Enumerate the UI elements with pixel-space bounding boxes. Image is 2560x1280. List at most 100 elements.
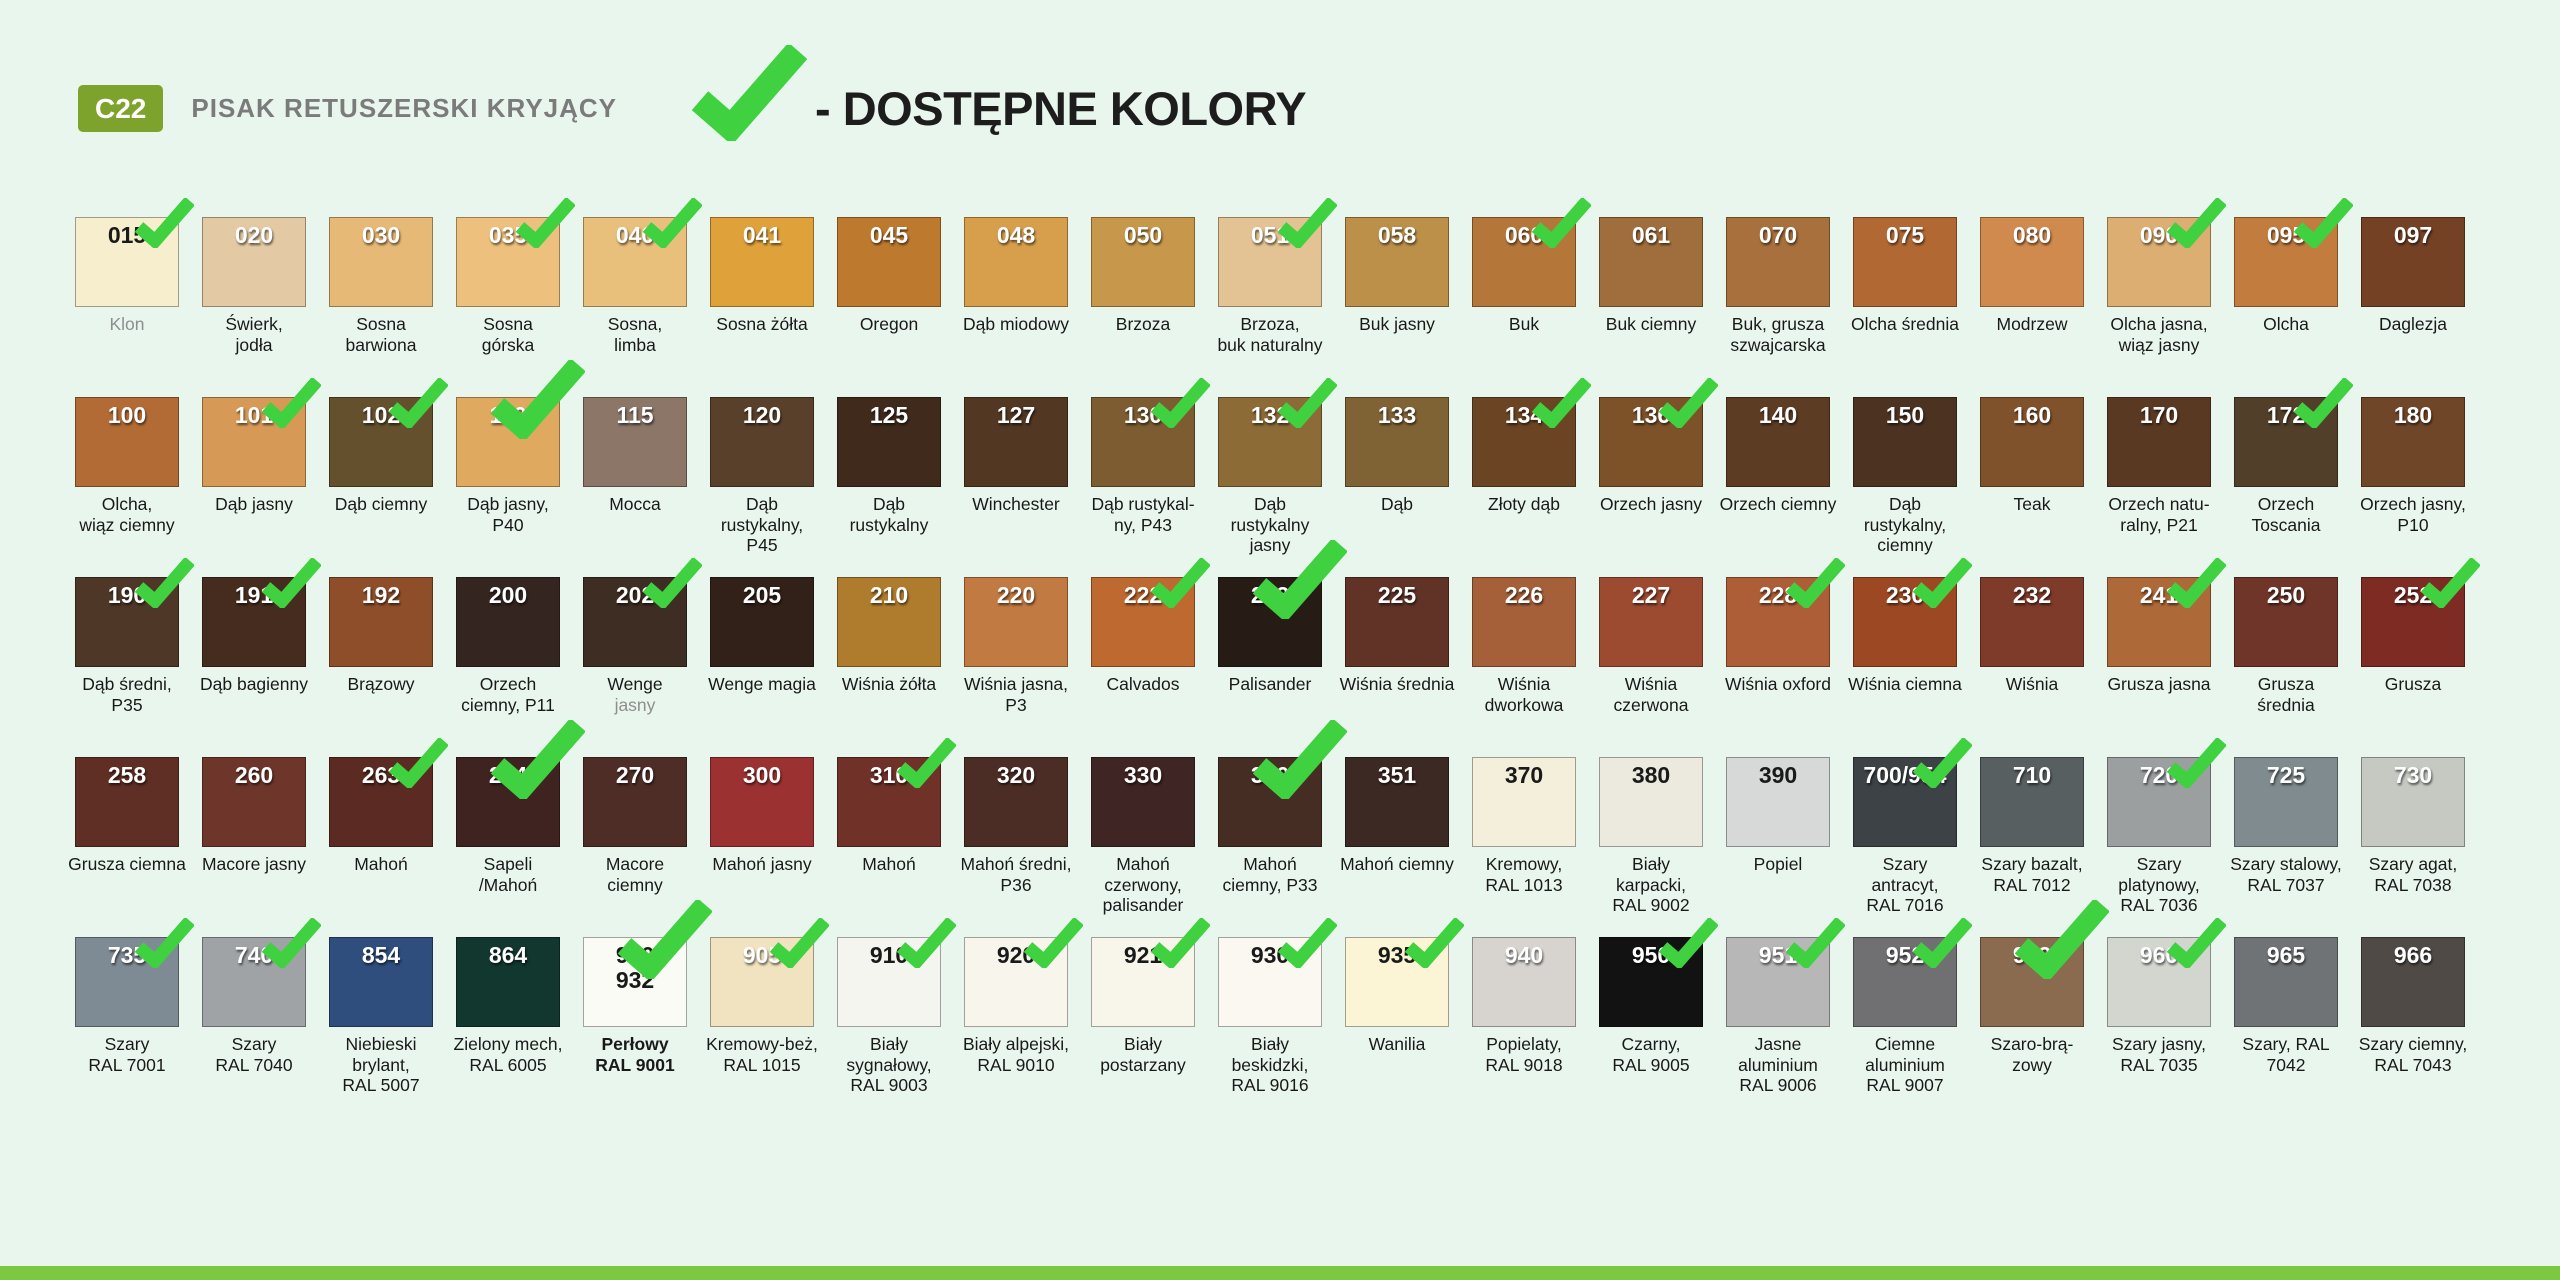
- swatch-label: Szary agat, RAL 7038: [2368, 854, 2458, 895]
- swatch-code: 020: [234, 222, 274, 248]
- swatch-cell-258: 258 Grusza ciemna: [68, 757, 186, 937]
- color-swatch: 070: [1726, 217, 1830, 307]
- color-swatch: 115: [583, 397, 687, 487]
- swatch-cell-930: 930 Biały beskidzki, RAL 9016: [1218, 918, 1337, 1117]
- swatch-cell-720: 720 Szary platynowy, RAL 7036: [2107, 738, 2226, 937]
- color-swatch: 241: [2107, 558, 2226, 667]
- swatch-label: Brzoza: [1115, 314, 1171, 334]
- swatch-cell-260: 260 Macore jasny: [202, 757, 306, 937]
- swatch-label: Buk, grusza szwajcarska: [1730, 314, 1826, 355]
- swatch-label: Orzech ciemny, P11: [461, 674, 555, 715]
- swatch-label: Orzech Toscania: [2251, 494, 2321, 535]
- swatch-code: 263: [361, 762, 401, 788]
- swatch-label: Złoty dąb: [1488, 494, 1560, 514]
- swatch-label: Wenge jasny: [607, 674, 663, 715]
- swatch-code: 735: [107, 942, 147, 968]
- swatch-label: Daglezja: [2378, 314, 2448, 334]
- swatch-cell-035: 035 Sosna górska: [456, 198, 575, 397]
- swatch-code: 230: [1885, 582, 1925, 608]
- swatch-code: 080: [2012, 222, 2052, 248]
- swatch-code: 132: [1250, 402, 1290, 428]
- swatch-label: Winchester: [972, 494, 1060, 514]
- color-swatch: 060: [1472, 198, 1591, 307]
- swatch-code: 700/954: [1863, 762, 1947, 788]
- product-code-badge: C22: [78, 84, 164, 132]
- swatch-code: 390: [1758, 762, 1798, 788]
- swatch-cell-202: 202 Wenge jasny: [583, 558, 702, 757]
- swatch-code: 960: [2139, 942, 2179, 968]
- color-swatch: 192: [329, 577, 433, 667]
- swatch-code: 264: [488, 762, 528, 788]
- swatch-label: Sosna żółta: [716, 314, 808, 334]
- swatch-code: 351: [1377, 762, 1417, 788]
- swatch-code: 134: [1504, 402, 1544, 428]
- swatch-cell-350: 350 Mahoń ciemny, P33: [1218, 720, 1347, 937]
- swatch-cell-050: 050 Brzoza: [1091, 217, 1195, 397]
- color-swatch: 735: [75, 918, 194, 1027]
- color-swatch: 132: [1218, 378, 1337, 487]
- color-swatch: 223: [1218, 540, 1347, 667]
- swatch-label: Mahoń ciemny: [1340, 854, 1454, 874]
- swatch-label: Sosna, limba: [607, 314, 663, 355]
- color-swatch: 966: [2361, 937, 2465, 1027]
- swatch-code: 232: [2012, 582, 2052, 608]
- color-swatch: 075: [1853, 217, 1957, 307]
- swatch-cell-030: 030 Sosna barwiona: [329, 217, 433, 397]
- swatch-code: 910: [869, 942, 909, 968]
- swatch-code: 041: [742, 222, 782, 248]
- swatch-code: 740: [234, 942, 274, 968]
- swatch-label: Wiśnia średnia: [1339, 674, 1455, 694]
- swatch-label: Modrzew: [1996, 314, 2068, 334]
- swatch-cell-900-932: 900 932 Perłowy RAL 9001: [583, 900, 712, 1117]
- swatch-code: 222: [1123, 582, 1163, 608]
- swatch-cell-100: 100 Olcha, wiąz ciemny: [75, 397, 179, 577]
- swatch-code: 133: [1377, 402, 1417, 428]
- swatch-label: Ciemne aluminium RAL 9007: [1865, 1034, 1945, 1096]
- color-swatch: 020: [202, 217, 306, 307]
- swatch-label: Zielony mech, RAL 6005: [453, 1034, 563, 1075]
- swatch-cell-095: 095 Olcha: [2234, 198, 2353, 397]
- color-swatch: 951: [1726, 918, 1845, 1027]
- swatch-cell-222: 222 Calvados: [1091, 558, 1210, 757]
- swatch-code: 370: [1504, 762, 1544, 788]
- swatch-label: Dąb rustykalny: [849, 494, 929, 535]
- swatch-code: 015: [107, 222, 147, 248]
- swatch-code: 172: [2266, 402, 2306, 428]
- swatch-code: 226: [1504, 582, 1544, 608]
- swatch-label: Macore ciemny: [605, 854, 665, 895]
- swatch-code: 127: [996, 402, 1036, 428]
- swatch-label: Szary, RAL 7042: [2242, 1034, 2330, 1075]
- swatch-cell-223: 223 Palisander: [1218, 540, 1347, 757]
- swatch-code: 900 932: [615, 942, 655, 993]
- swatch-cell-180: 180 Orzech jasny, P10: [2360, 397, 2466, 577]
- swatch-code: 115: [616, 402, 654, 428]
- swatch-code: 061: [1631, 222, 1671, 248]
- swatch-label: Brzoza, buk naturalny: [1217, 314, 1323, 355]
- swatch-label: Szary jasny, RAL 7035: [2111, 1034, 2206, 1075]
- color-swatch: 045: [837, 217, 941, 307]
- swatch-label: Dąb miodowy: [962, 314, 1070, 334]
- swatch-cell-226: 226 Wiśnia dworkowa: [1472, 577, 1576, 757]
- swatch-cell-390: 390 Popiel: [1726, 757, 1830, 937]
- color-swatch: 230: [1853, 558, 1972, 667]
- swatch-code: 125: [869, 402, 909, 428]
- swatch-label: Macore jasny: [201, 854, 307, 874]
- swatch-code: 300: [742, 762, 782, 788]
- swatch-label: Grusza: [2384, 674, 2442, 694]
- swatch-label: Mahoń czerwony, palisander: [1102, 854, 1184, 916]
- swatch-code: 920: [996, 942, 1036, 968]
- swatch-label: Wenge magia: [708, 674, 816, 694]
- color-swatch: 210: [837, 577, 941, 667]
- color-swatch: 220: [964, 577, 1068, 667]
- swatch-label: Calvados: [1106, 674, 1180, 694]
- swatch-label: Olcha, wiąz ciemny: [79, 494, 175, 535]
- color-swatch: 058: [1345, 217, 1449, 307]
- footer-bar: [0, 1266, 2560, 1280]
- swatch-label: Szary stalowy, RAL 7037: [2230, 854, 2342, 895]
- color-swatch: 390: [1726, 757, 1830, 847]
- color-swatch: 127: [964, 397, 1068, 487]
- swatch-cell-952: 952 Ciemne aluminium RAL 9007: [1853, 918, 1972, 1117]
- color-swatch: 864: [456, 937, 560, 1027]
- swatch-cell-090: 090 Olcha jasna, wiąz jasny: [2107, 198, 2226, 397]
- swatch-code: 045: [869, 222, 909, 248]
